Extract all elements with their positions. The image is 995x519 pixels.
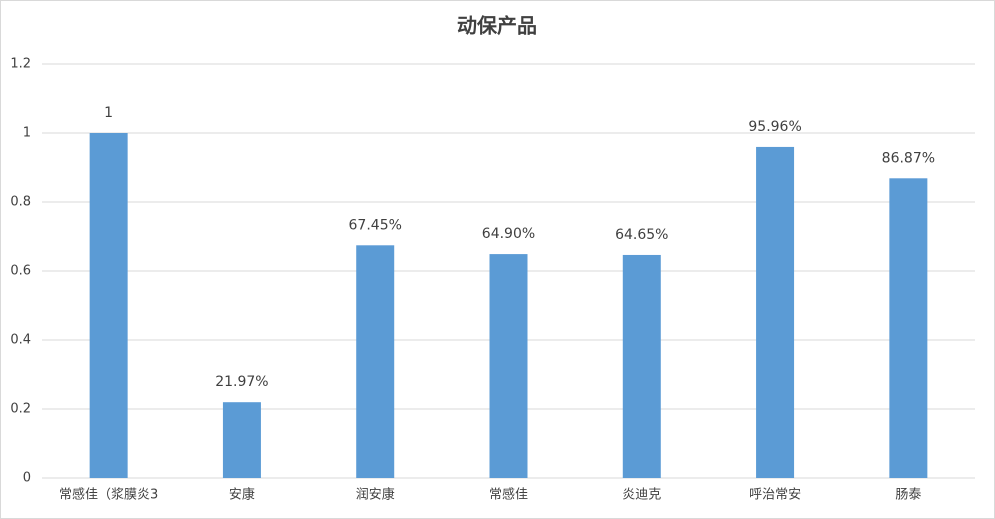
bar xyxy=(489,254,528,478)
x-tick-label: 常感佳 xyxy=(489,487,528,503)
y-tick-label: 0.2 xyxy=(10,402,31,417)
value-label: 95.96% xyxy=(748,119,801,135)
x-tick-label: 安康 xyxy=(229,487,255,503)
y-tick-label: 1.2 xyxy=(10,57,31,72)
y-tick-label: 0.4 xyxy=(10,333,31,348)
bar xyxy=(356,245,395,478)
bar xyxy=(222,402,261,478)
bar xyxy=(756,146,795,479)
y-tick-label: 0.8 xyxy=(10,195,31,210)
x-tick-label: 肠泰 xyxy=(895,488,921,503)
bar xyxy=(889,178,928,478)
y-tick-label: 0.6 xyxy=(10,264,31,279)
bar xyxy=(622,254,661,478)
value-label: 64.90% xyxy=(482,226,535,242)
bar xyxy=(89,133,128,478)
value-label: 21.97% xyxy=(215,374,268,390)
x-tick-label: 常感佳（浆膜炎3 xyxy=(59,487,158,503)
y-tick-label: 1 xyxy=(23,126,31,141)
value-label: 67.45% xyxy=(349,217,402,233)
chart-title: 动保产品 xyxy=(457,14,537,38)
x-tick-label: 炎迪克 xyxy=(622,488,661,503)
x-tick-label: 润安康 xyxy=(356,487,395,503)
x-tick-label: 呼治常安 xyxy=(749,488,801,503)
value-label: 86.87% xyxy=(882,150,935,166)
value-label: 1 xyxy=(104,105,113,121)
y-tick-label: 0 xyxy=(23,471,31,486)
value-label: 64.65% xyxy=(615,227,668,243)
